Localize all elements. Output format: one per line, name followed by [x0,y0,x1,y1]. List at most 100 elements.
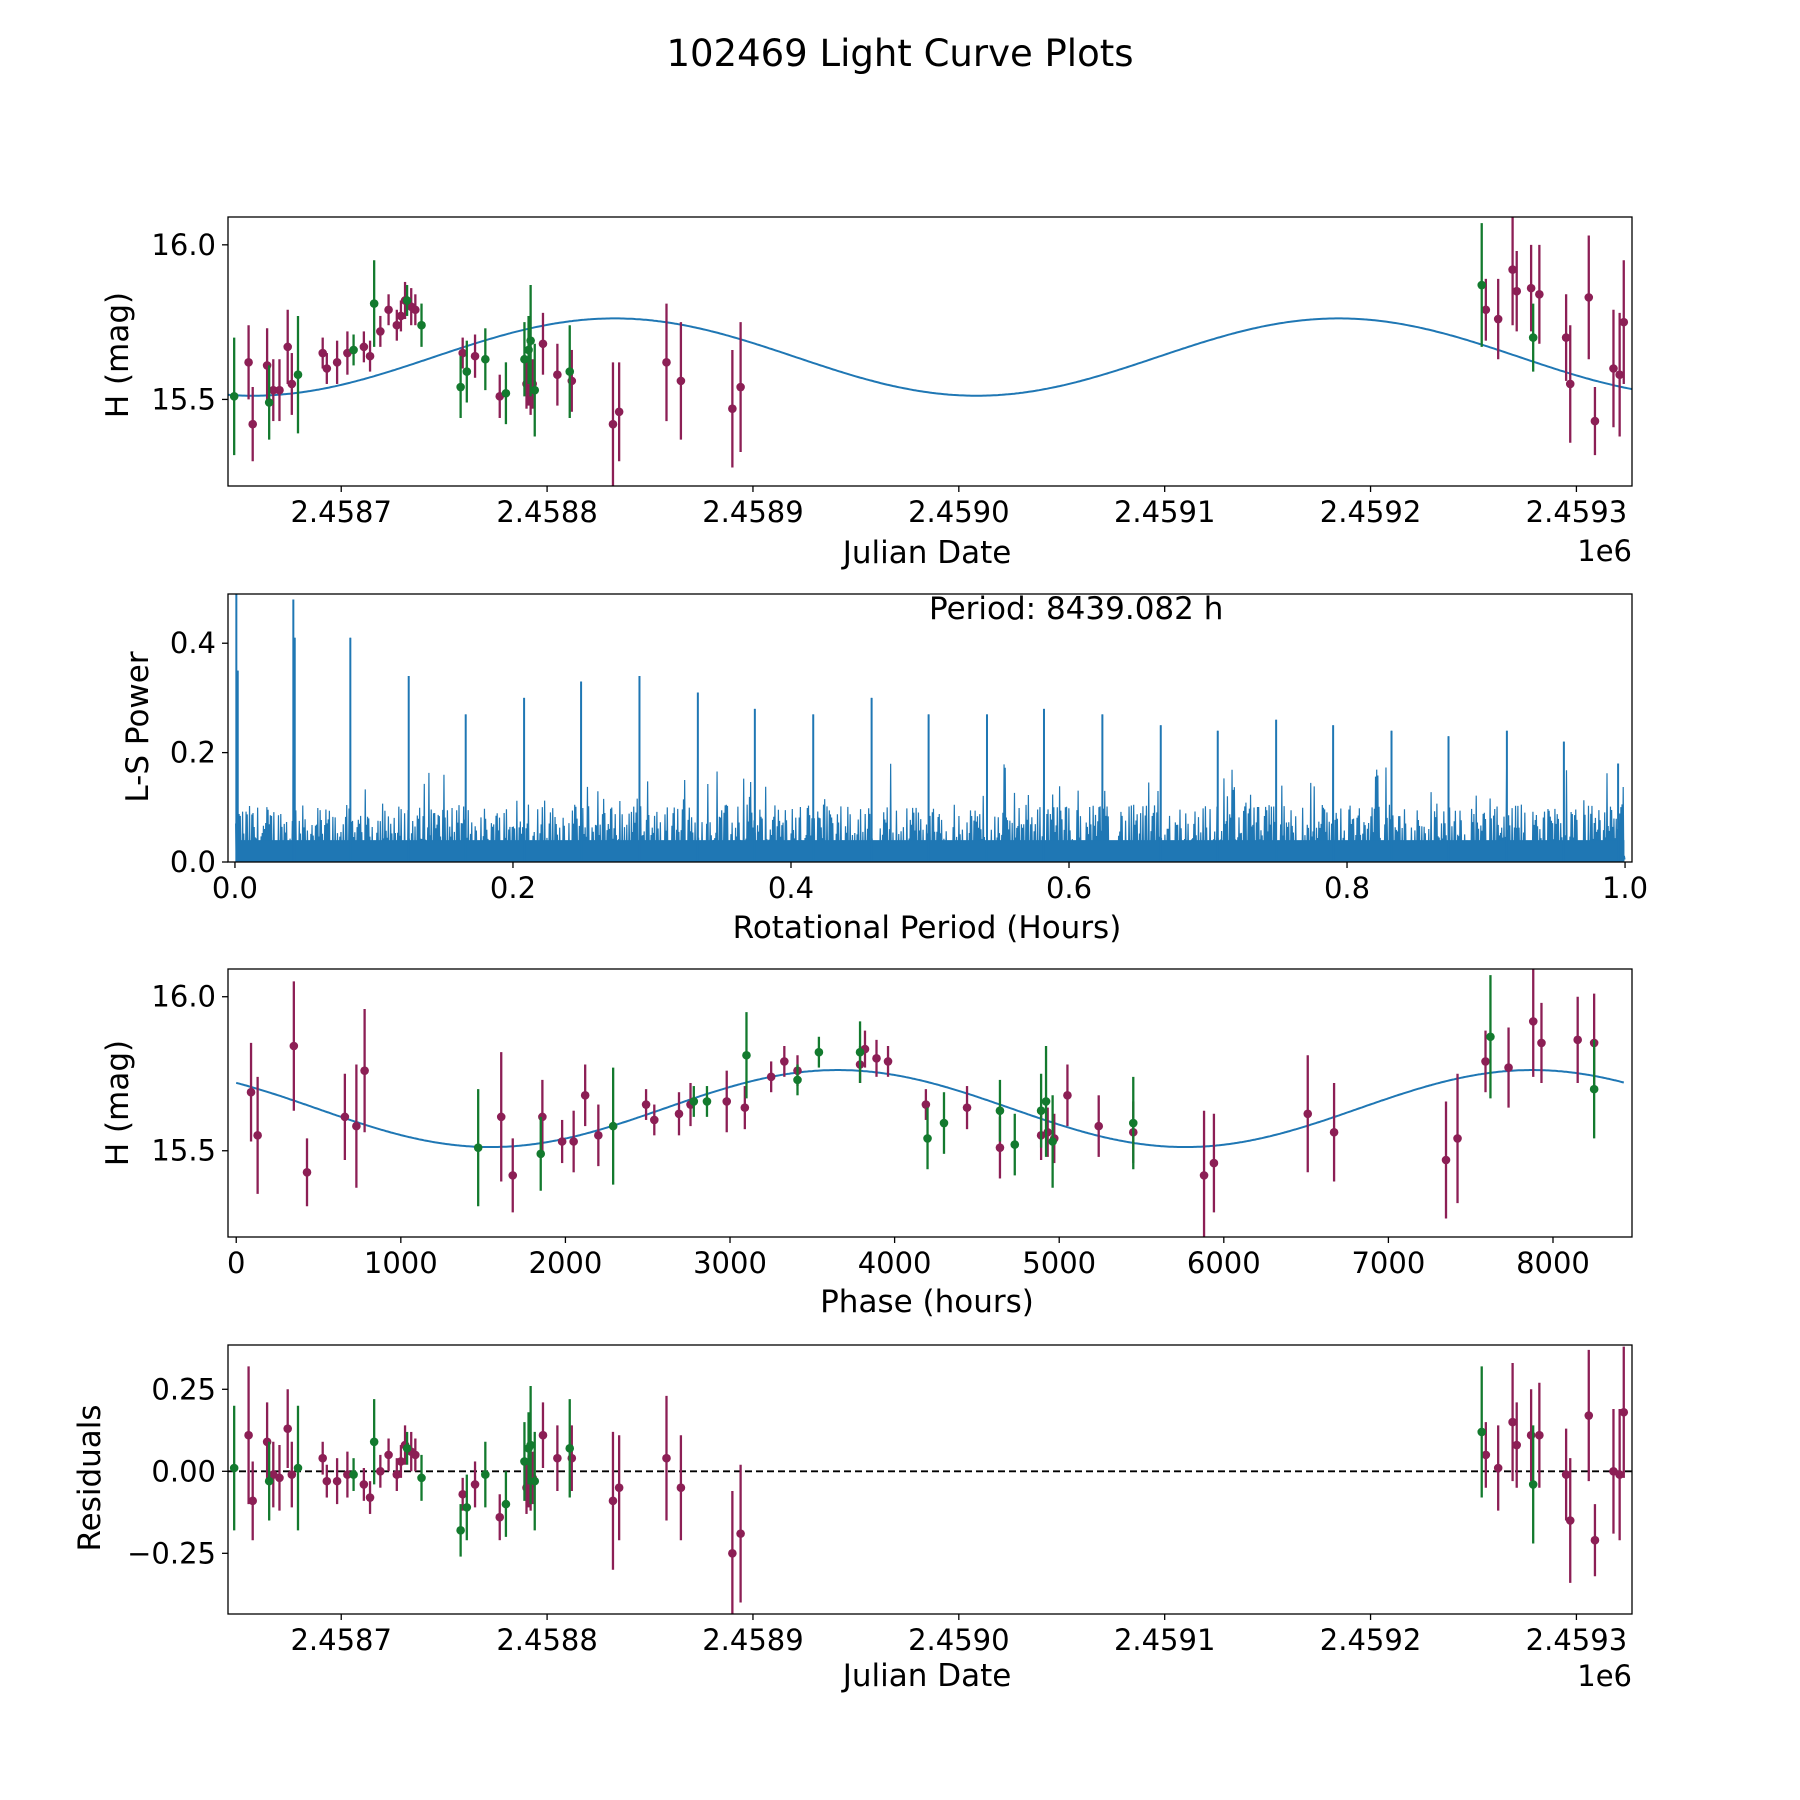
periodogram-panel: L-S Power Rotational Period (Hours) Peri… [120,591,1648,946]
phased-data-point [702,1097,712,1106]
phased-data-point [1528,1017,1538,1026]
periodogram-ytick-label: 0.2 [170,736,216,770]
lightcurve-data-point [376,327,385,336]
phased-data-point [594,1131,603,1140]
periodogram-xtick-label: 0.2 [490,871,536,905]
lightcurve-data-point [293,370,303,379]
residuals-data-point [359,1480,369,1489]
phased-data-point [352,1121,361,1131]
phased-data-point [1199,1171,1209,1180]
phased-data-point [246,1087,256,1097]
residuals-ytick-label: 0.25 [151,1372,216,1406]
lightcurve-data-point [481,354,490,364]
phased-data-point [995,1143,1005,1152]
residuals-data-point [322,1476,332,1486]
periodogram-power-line [235,594,1626,862]
lightcurve-data-point [349,345,358,355]
phased-ytick-label: 16.0 [151,980,216,1014]
lightcurve-data-point [392,320,402,330]
phased-data-point [508,1171,518,1180]
periodogram-ytick-label: 0.0 [170,845,216,879]
lightcurve-data-point [369,299,379,308]
phased-data-point [766,1072,776,1082]
lightcurve-data-point [520,354,529,364]
phased-data-point [1041,1097,1051,1106]
residuals-data-point [411,1450,420,1460]
phased-data-point [674,1109,684,1119]
residuals-data-point [1615,1470,1624,1479]
residuals-xtick-label: 2.4590 [908,1623,1009,1657]
residuals-data-point [614,1483,624,1493]
phased-data-point [496,1112,506,1122]
phased-data-point [923,1134,932,1143]
lightcurve-axes-frame [227,216,1633,487]
residuals-data-point [481,1470,490,1479]
lightcurve-data-point [1512,286,1522,296]
residuals-offset-label: 1e6 [1577,1659,1632,1693]
lightcurve-data-point [318,348,327,358]
phased-data-point [872,1054,881,1063]
lightcurve-data-point [229,392,239,401]
phased-data-point [580,1090,590,1100]
phased-data-point [1094,1121,1104,1131]
residuals-data-point [495,1512,505,1522]
lightcurve-data-point [456,382,465,392]
clip-lightcurve-plot-area [228,217,1632,486]
lightcurve-data-point [662,358,671,367]
lightcurve-data-point [1493,314,1503,324]
lightcurve-data-point [1481,305,1491,315]
phased-data-point [855,1047,865,1057]
periodogram-dense-band [235,840,1625,862]
phased-data-point [740,1103,750,1112]
residuals-data-point [1508,1417,1517,1427]
phased-data-point [302,1168,312,1177]
lightcurve-xtick-label: 2.4588 [496,495,597,529]
residuals-data-point [417,1473,426,1483]
phased-data-point [569,1137,578,1146]
lightcurve-data-point [1561,333,1571,342]
phased-xtick-label: 4000 [858,1246,932,1280]
phased-data-point [536,1149,546,1159]
residuals-xlabel: Julian Date [841,1658,1012,1694]
lightcurve-data-point [614,407,624,417]
residuals-data-point [392,1470,402,1479]
residuals-data-point [462,1503,472,1512]
periodogram-axes-frame [227,593,1633,863]
phased-data-point [340,1112,350,1122]
residuals-data-point [676,1483,686,1493]
lightcurve-data-point [384,305,393,315]
residuals-data-point [293,1463,303,1473]
lightcurve-data-point [526,336,535,345]
lightcurve-data-point [402,296,412,305]
residuals-data-point [565,1444,575,1453]
phased-data-point [1303,1109,1313,1119]
phased-data-point [722,1097,732,1106]
periodogram-xtick-label: 0.6 [1046,871,1092,905]
residuals-data-point [229,1463,239,1473]
phased-data-point [1063,1090,1072,1100]
clip-periodogram-plot-area [235,594,1626,862]
lightcurve-data-point [1584,293,1594,302]
lightcurve-data-point [332,358,342,367]
residuals-data-point [456,1526,465,1535]
lightcurve-data-point [1619,317,1629,327]
residuals-data-point [365,1493,375,1502]
lightcurve-panel: H (mag) Julian Date 1e6 2.4587 2.4588 2.45… [100,216,1633,571]
residuals-ytick-label: −0.25 [127,1536,216,1570]
phased-model-line [235,1069,1625,1148]
phased-data-point [360,1066,369,1075]
residuals-data-point [736,1529,745,1538]
residuals-data-point [1481,1450,1491,1460]
lightcurve-ytick-label: 16.0 [151,228,216,262]
phased-xtick-label: 8000 [1516,1246,1590,1280]
lightcurve-data-point [264,398,274,407]
phased-panel: H (mag) Phase (hours) 0 1000 2000 3000 4000 5… [100,968,1633,1320]
phased-data-point [473,1143,483,1152]
lightcurve-data-point [608,419,618,429]
phased-data-point [641,1100,651,1109]
phased-data-point [1589,1084,1599,1094]
phased-data-point [962,1103,972,1112]
phased-data-point [1128,1118,1138,1128]
phased-data-point [538,1112,547,1122]
